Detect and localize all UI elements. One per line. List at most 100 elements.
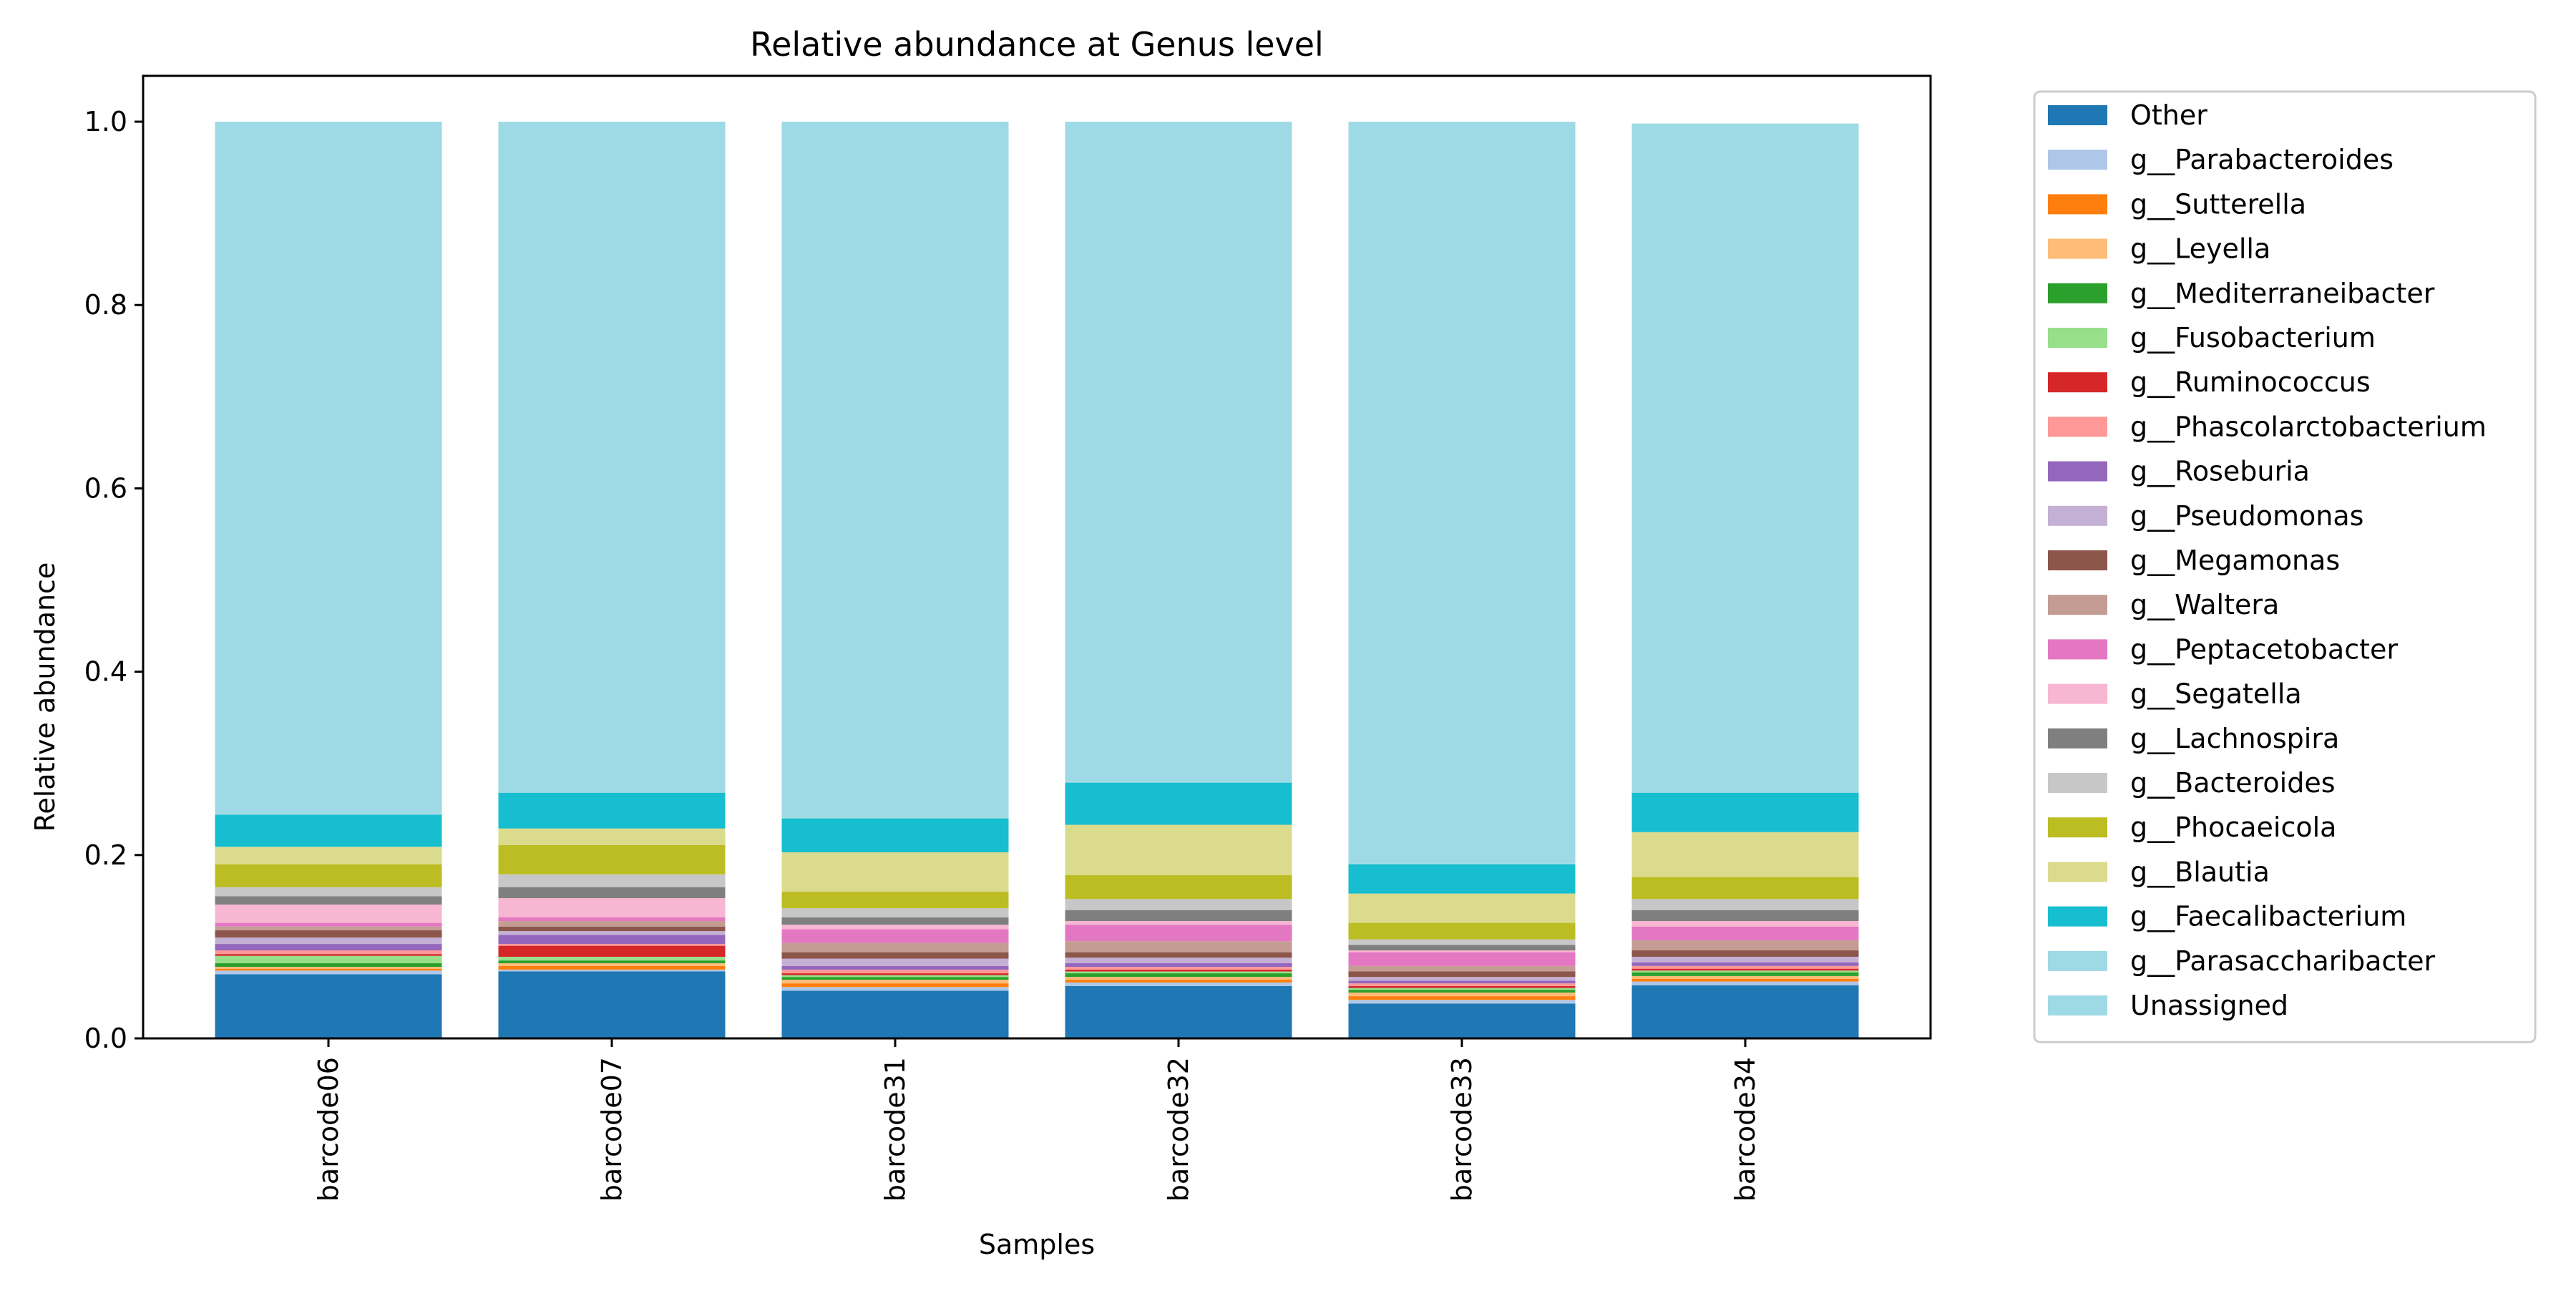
bar-segment <box>781 958 1009 966</box>
x-tick-label: barcode34 <box>1729 1057 1761 1202</box>
bar-segment <box>498 844 726 875</box>
bar-segment <box>215 864 442 887</box>
bars-group <box>215 122 1859 1038</box>
bar-segment <box>781 892 1009 909</box>
legend-label: g__Waltera <box>2130 589 2279 620</box>
bar-segment <box>215 896 442 905</box>
bar-segment <box>1631 970 1859 973</box>
y-tick-label: 0.8 <box>84 289 127 321</box>
legend-label: g__Peptacetobacter <box>2130 633 2398 665</box>
legend-swatch <box>2048 995 2107 1015</box>
bar-segment <box>1065 952 1292 958</box>
bar-segment <box>781 969 1009 974</box>
bar-segment <box>781 925 1009 930</box>
x-axis-label: Samples <box>979 1229 1095 1260</box>
bar-segment <box>1348 983 1576 986</box>
bar-segment <box>781 817 1009 819</box>
bar-segment <box>1065 782 1292 825</box>
bar-segment <box>1065 967 1292 970</box>
legend-swatch <box>2048 639 2107 660</box>
bar-segment <box>781 952 1009 959</box>
bar-segment <box>781 973 1009 975</box>
bar-segment <box>498 792 726 829</box>
bar-segment <box>215 944 442 951</box>
legend: Other g__Parabacteroides g__Sutterella g__L… <box>2033 90 2537 1043</box>
bar-segment <box>1631 832 1859 877</box>
bar-segment <box>215 955 442 963</box>
bar-segment <box>781 980 1009 984</box>
legend-label: g__Phascolarctobacterium <box>2130 411 2487 442</box>
bar-segment <box>1631 792 1859 832</box>
bar-segment <box>498 957 726 961</box>
bar-segment <box>1065 977 1292 980</box>
bar-segment <box>1348 980 1576 984</box>
bar-segment <box>498 969 726 972</box>
legend-swatch <box>2048 283 2107 303</box>
legend-swatch <box>2048 683 2107 704</box>
legend-swatch <box>2048 194 2107 215</box>
bar-segment <box>781 908 1009 917</box>
legend-swatch <box>2048 372 2107 393</box>
bar-segment <box>498 791 726 793</box>
legend-label: Other <box>2130 99 2207 131</box>
bar-segment <box>215 950 442 955</box>
bar-segment <box>215 967 442 969</box>
bar-segment <box>215 926 442 930</box>
bar-segment <box>498 960 726 963</box>
bar-segment <box>781 929 1009 943</box>
bar-segment <box>781 983 1009 988</box>
bar-segment <box>215 847 442 864</box>
bar-segment <box>1631 926 1859 940</box>
bar-segment <box>1065 982 1292 986</box>
bar-segment <box>1348 864 1576 894</box>
bar-segment <box>1348 922 1576 940</box>
bar-segment <box>781 975 1009 978</box>
bar-segment <box>1631 981 1859 985</box>
legend-label: g__Leyella <box>2130 233 2270 265</box>
bar-segment <box>1065 875 1292 900</box>
bar-segment <box>781 965 1009 970</box>
bar-segment <box>781 917 1009 925</box>
y-tick-label: 0.6 <box>84 472 127 504</box>
bar-segment <box>498 931 726 935</box>
bar-segment <box>1348 990 1576 993</box>
bar-segment <box>215 937 442 945</box>
bar-segment <box>1065 824 1292 875</box>
legend-label: g__Roseburia <box>2130 456 2310 487</box>
legend-label: Unassigned <box>2130 990 2288 1021</box>
y-axis: 0.0 0.2 0.4 0.6 0.8 1.0 <box>84 106 143 1054</box>
bar-segment <box>498 828 726 845</box>
legend-label: g__Ruminococcus <box>2130 366 2371 398</box>
legend-label: g__Pseudomonas <box>2130 500 2363 532</box>
bar-segment <box>1348 996 1576 1000</box>
legend-swatch <box>2048 728 2107 749</box>
plot-frame <box>142 74 1932 1040</box>
bar-segment <box>781 852 1009 892</box>
bar-segment <box>1348 971 1576 978</box>
bar-segment <box>1065 941 1292 953</box>
bar-segment <box>498 917 726 922</box>
legend-label: g__Lachnospira <box>2130 723 2339 754</box>
bar-segment <box>215 968 442 971</box>
y-tick-label: 1.0 <box>84 106 127 137</box>
bar-segment <box>781 942 1009 953</box>
legend-swatch <box>2048 773 2107 793</box>
bar-segment <box>1065 122 1292 782</box>
bar-segment <box>1631 968 1859 971</box>
legend-swatch <box>2048 595 2107 615</box>
bar-segment <box>1631 123 1859 792</box>
bar-segment <box>1348 939 1576 945</box>
legend-label: g__Sutterella <box>2130 188 2306 220</box>
bar-segment <box>1631 972 1859 976</box>
bar-segment <box>1065 969 1292 972</box>
bar-segment <box>1348 952 1576 966</box>
bar-segment <box>498 926 726 932</box>
legend-swatch <box>2048 817 2107 838</box>
bar-segment <box>1631 965 1859 969</box>
bar-segment <box>1631 957 1859 963</box>
legend-swatch <box>2048 505 2107 526</box>
bar-segment <box>1631 978 1859 982</box>
legend-label: g__Megamonas <box>2130 545 2340 576</box>
y-tick-label: 0.2 <box>84 839 127 871</box>
